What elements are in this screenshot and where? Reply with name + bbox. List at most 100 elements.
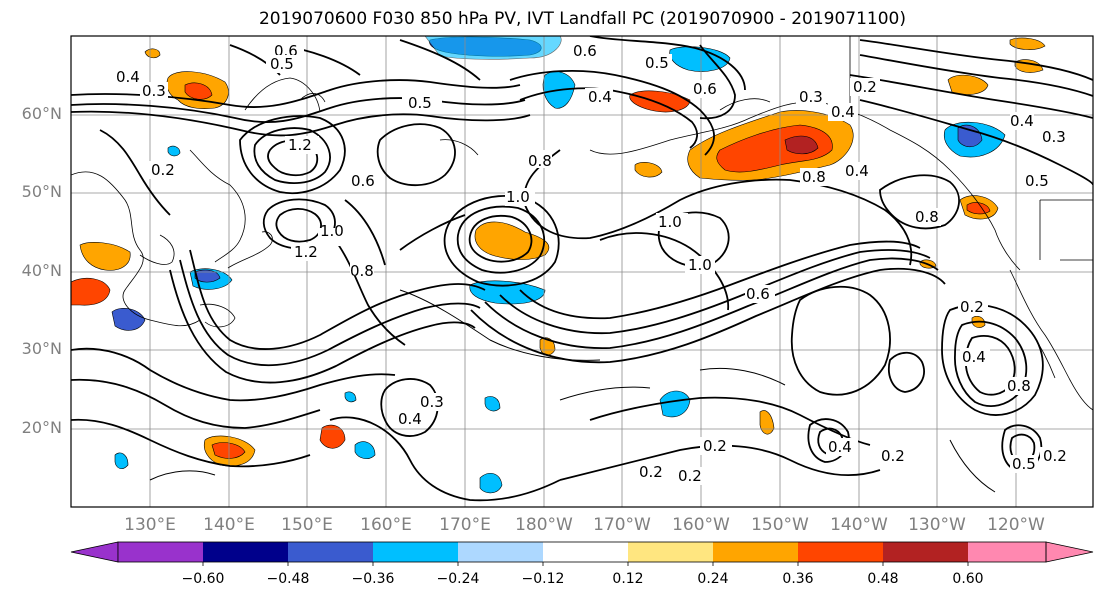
- shade-positive: [71, 277, 111, 306]
- contour-label: 0.3: [799, 88, 823, 106]
- colorbar-segment: [203, 542, 288, 562]
- contour-label: 0.8: [1007, 377, 1031, 395]
- lat-label: 20°N: [21, 418, 62, 437]
- contour-label: 1.0: [658, 213, 682, 231]
- lon-label: 140°E: [203, 515, 255, 535]
- contour-label: 0.2: [960, 298, 984, 316]
- shade-negative: [659, 390, 691, 418]
- colorbar-tick-label: −0.36: [351, 571, 395, 587]
- colorbar-tick-label: 0.60: [952, 571, 984, 587]
- shade-negative: [479, 472, 503, 494]
- lon-label: 130°E: [124, 515, 176, 535]
- colorbar-tick-label: −0.48: [266, 571, 310, 587]
- shade-positive: [474, 221, 550, 260]
- contour-label: 0.6: [351, 172, 375, 190]
- lat-label: 60°N: [21, 104, 62, 123]
- pv-contours: [71, 36, 1093, 502]
- colorbar-tick-label: −0.60: [181, 571, 225, 587]
- contour-label: 0.3: [142, 82, 166, 100]
- lat-label: 30°N: [21, 339, 62, 358]
- colorbar-max-arrow: [1045, 541, 1094, 563]
- contour-label: 0.8: [350, 262, 374, 280]
- colorbar-tick-label: 0.36: [782, 571, 814, 587]
- contour-label: 0.6: [746, 285, 770, 303]
- shade-positive: [211, 442, 246, 459]
- lon-label: 170°E: [439, 515, 491, 535]
- lon-label: 120°W: [987, 515, 1045, 535]
- colorbar-segment: [288, 542, 373, 562]
- colorbar-segment: [883, 542, 968, 562]
- contour-label: 0.5: [1025, 172, 1049, 190]
- contour-label: 0.6: [693, 80, 717, 98]
- lon-label: 160°W: [672, 515, 730, 535]
- shade-positive: [759, 410, 775, 435]
- shade-negative: [484, 396, 501, 412]
- contour-label: 0.2: [678, 467, 702, 485]
- contour-label: 0.5: [1012, 455, 1036, 473]
- contour-label: 1.2: [288, 136, 312, 154]
- shade-positive: [947, 74, 989, 95]
- lat-label: 40°N: [21, 261, 62, 280]
- shade-negative: [114, 452, 129, 470]
- contour-label: 0.2: [703, 437, 727, 455]
- lon-label: 140°W: [830, 515, 888, 535]
- shade-negative: [344, 391, 357, 403]
- shade-negative: [424, 36, 562, 60]
- contour-label: 1.0: [320, 222, 344, 240]
- contour-label: 0.4: [962, 348, 986, 366]
- contour-label: 0.5: [270, 55, 294, 73]
- contour-label: 0.4: [831, 103, 855, 121]
- contour-label: 1.0: [506, 188, 530, 206]
- colorbar-segment: [543, 542, 628, 562]
- contour-label: 0.4: [398, 410, 422, 428]
- colorbar-tick-label: 0.24: [697, 571, 729, 587]
- colorbar-min-arrow: [70, 541, 119, 563]
- lon-label: 160°E: [360, 515, 412, 535]
- shade-negative: [111, 307, 146, 331]
- colorbar-tick-label: 0.12: [612, 571, 644, 587]
- colorbar-segment: [458, 542, 543, 562]
- colorbar-segment: [713, 542, 798, 562]
- contour-label: 0.4: [828, 438, 852, 456]
- colorbar-segment: [118, 542, 203, 562]
- shade-negative: [957, 124, 983, 148]
- shade-positive: [634, 162, 663, 178]
- contour-label: 0.3: [420, 393, 444, 411]
- lon-label: 150°E: [281, 515, 333, 535]
- contour-label: 0.6: [573, 42, 597, 60]
- lon-label: 170°W: [593, 515, 651, 535]
- colorbar: [70, 541, 1094, 566]
- shade-negative: [167, 145, 181, 157]
- colorbar-tick-label: −0.12: [521, 571, 565, 587]
- contour-label: 0.3: [1042, 128, 1066, 146]
- shade-positive: [1009, 37, 1046, 50]
- contour-label: 0.8: [802, 168, 826, 186]
- colorbar-segment: [628, 542, 713, 562]
- shade-positive: [79, 242, 131, 271]
- colorbar-segment: [798, 542, 883, 562]
- contour-label: 0.4: [845, 162, 869, 180]
- contour-label: 0.2: [881, 447, 905, 465]
- shade-positive: [144, 48, 161, 59]
- contour-label: 0.2: [853, 78, 877, 96]
- contour-label: 0.4: [116, 68, 140, 86]
- contour-label: 0.2: [151, 161, 175, 179]
- shade-positive: [184, 82, 213, 100]
- lon-label: 150°W: [751, 515, 809, 535]
- contour-label: 1.0: [688, 256, 712, 274]
- contour-label: 0.8: [528, 152, 552, 170]
- colorbar-segment: [968, 542, 1046, 562]
- contour-label: 0.5: [408, 94, 432, 112]
- contour-labels: 0.6 0.5 0.4 0.3 1.2 0.2 0.6 1.2 0.5 0.8 …: [114, 42, 1070, 485]
- contour-label: 0.2: [1043, 447, 1067, 465]
- contour-label: 0.8: [915, 208, 939, 226]
- contour-label: 0.2: [639, 463, 663, 481]
- shade-negative: [669, 46, 731, 72]
- contour-label: 0.5: [645, 54, 669, 72]
- map-frame: [70, 35, 1094, 508]
- shade-positive: [784, 135, 819, 155]
- shade-negative: [354, 441, 376, 460]
- shade-positive: [629, 90, 691, 113]
- lon-label: 130°W: [908, 515, 966, 535]
